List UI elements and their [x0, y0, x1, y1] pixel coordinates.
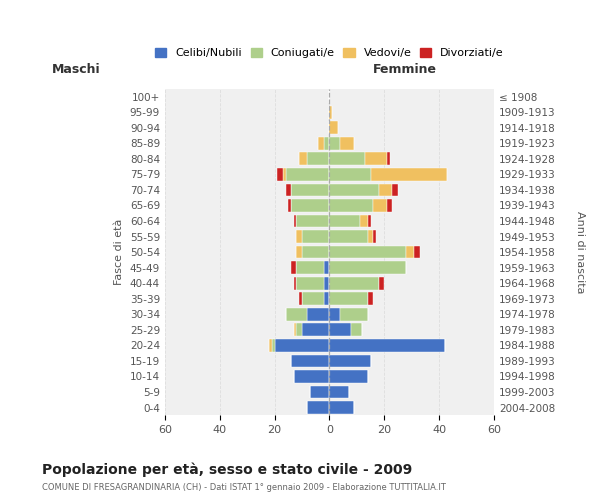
Bar: [288, 199, 291, 212]
Bar: [299, 152, 307, 165]
Bar: [291, 199, 329, 212]
Bar: [329, 122, 338, 134]
Bar: [296, 214, 329, 228]
Bar: [302, 324, 329, 336]
Bar: [329, 354, 371, 368]
Bar: [329, 324, 352, 336]
Bar: [324, 137, 329, 149]
Bar: [286, 308, 307, 320]
Bar: [307, 152, 329, 165]
Bar: [324, 292, 329, 305]
Y-axis label: Fasce di età: Fasce di età: [114, 219, 124, 286]
Bar: [294, 324, 296, 336]
Text: Femmine: Femmine: [373, 63, 437, 76]
Bar: [291, 184, 329, 196]
Bar: [406, 246, 415, 258]
Bar: [272, 339, 275, 351]
Bar: [283, 168, 286, 181]
Bar: [387, 152, 390, 165]
Bar: [302, 246, 329, 258]
Bar: [291, 354, 329, 368]
Bar: [329, 370, 368, 383]
Bar: [373, 199, 387, 212]
Bar: [359, 214, 368, 228]
Bar: [329, 292, 368, 305]
Bar: [368, 292, 373, 305]
Bar: [302, 292, 324, 305]
Bar: [329, 106, 332, 118]
Bar: [329, 137, 340, 149]
Bar: [329, 277, 379, 289]
Bar: [296, 324, 302, 336]
Bar: [329, 199, 373, 212]
Bar: [310, 386, 329, 398]
Bar: [302, 230, 329, 243]
Bar: [329, 246, 406, 258]
Bar: [329, 308, 340, 320]
Bar: [319, 137, 324, 149]
Bar: [296, 262, 324, 274]
Bar: [329, 230, 368, 243]
Bar: [368, 214, 371, 228]
Bar: [299, 292, 302, 305]
Bar: [307, 308, 329, 320]
Bar: [387, 199, 392, 212]
Bar: [324, 262, 329, 274]
Bar: [365, 152, 387, 165]
Bar: [329, 152, 365, 165]
Bar: [294, 277, 296, 289]
Bar: [340, 137, 354, 149]
Bar: [296, 230, 302, 243]
Bar: [269, 339, 272, 351]
Bar: [329, 168, 371, 181]
Bar: [294, 214, 296, 228]
Bar: [379, 184, 392, 196]
Bar: [329, 262, 406, 274]
Bar: [324, 277, 329, 289]
Bar: [352, 324, 362, 336]
Text: Maschi: Maschi: [52, 63, 100, 76]
Bar: [368, 230, 373, 243]
Bar: [329, 184, 379, 196]
Y-axis label: Anni di nascita: Anni di nascita: [575, 211, 585, 294]
Text: Popolazione per età, sesso e stato civile - 2009: Popolazione per età, sesso e stato civil…: [42, 462, 412, 477]
Legend: Celibi/Nubili, Coniugati/e, Vedovi/e, Divorziati/e: Celibi/Nubili, Coniugati/e, Vedovi/e, Di…: [151, 43, 508, 62]
Bar: [286, 168, 329, 181]
Bar: [415, 246, 420, 258]
Bar: [329, 339, 445, 351]
Bar: [371, 168, 448, 181]
Bar: [307, 401, 329, 414]
Bar: [291, 262, 296, 274]
Bar: [294, 370, 329, 383]
Bar: [340, 308, 368, 320]
Bar: [379, 277, 384, 289]
Bar: [296, 277, 324, 289]
Bar: [329, 214, 359, 228]
Text: COMUNE DI FRESAGRANDINARIA (CH) - Dati ISTAT 1° gennaio 2009 - Elaborazione TUTT: COMUNE DI FRESAGRANDINARIA (CH) - Dati I…: [42, 484, 446, 492]
Bar: [373, 230, 376, 243]
Bar: [329, 386, 349, 398]
Bar: [275, 339, 329, 351]
Bar: [277, 168, 283, 181]
Bar: [296, 246, 302, 258]
Bar: [286, 184, 291, 196]
Bar: [329, 401, 354, 414]
Bar: [392, 184, 398, 196]
